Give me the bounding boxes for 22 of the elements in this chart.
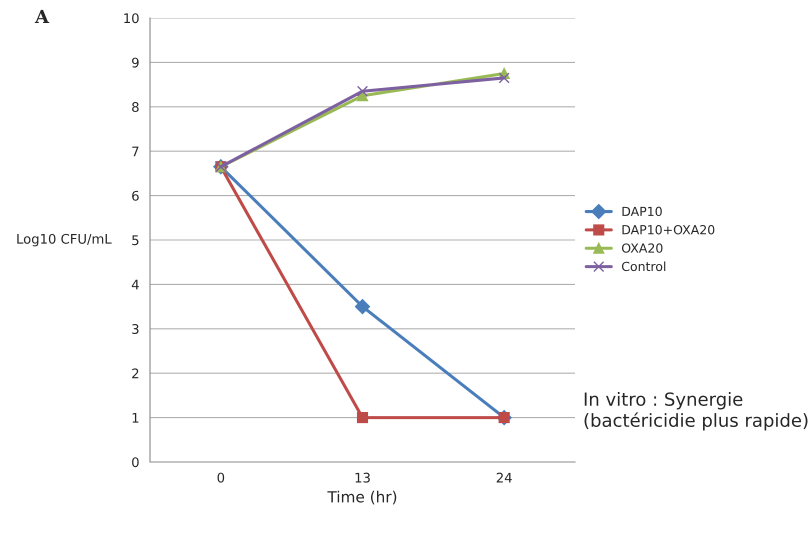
y-tick-label: 0 bbox=[132, 457, 139, 468]
legend-label: OXA20 bbox=[622, 243, 662, 253]
y-tick-label: 4 bbox=[132, 280, 139, 290]
y-axis-title: Log10 CFU/mL bbox=[17, 234, 112, 246]
y-tick-label: 7 bbox=[132, 146, 138, 156]
y-tick-label: 3 bbox=[132, 324, 139, 334]
y-tick-label: 2 bbox=[132, 368, 138, 378]
x-tick-label: 24 bbox=[496, 472, 512, 482]
y-tick-label: 9 bbox=[132, 58, 139, 68]
y-tick-label: 1 bbox=[132, 412, 138, 423]
y-tick-label: 8 bbox=[132, 102, 139, 112]
text: In vitro : Synergie (bactéricidie plus rapide) bbox=[584, 392, 808, 431]
x-tick-label: 13 bbox=[356, 472, 370, 483]
text: A bbox=[34, 10, 50, 23]
y-tick-label: 5 bbox=[132, 235, 138, 246]
x-tick-label: 0 bbox=[218, 472, 224, 483]
y-tick-label: 6 bbox=[132, 190, 139, 201]
x-axis-title: Time (hr) bbox=[327, 490, 396, 504]
legend-label: DAP10 bbox=[622, 206, 662, 216]
legend-label: Control bbox=[622, 261, 666, 272]
y-tick-label: 10 bbox=[124, 13, 139, 24]
legend-label: DAP10+OXA20 bbox=[622, 225, 714, 234]
